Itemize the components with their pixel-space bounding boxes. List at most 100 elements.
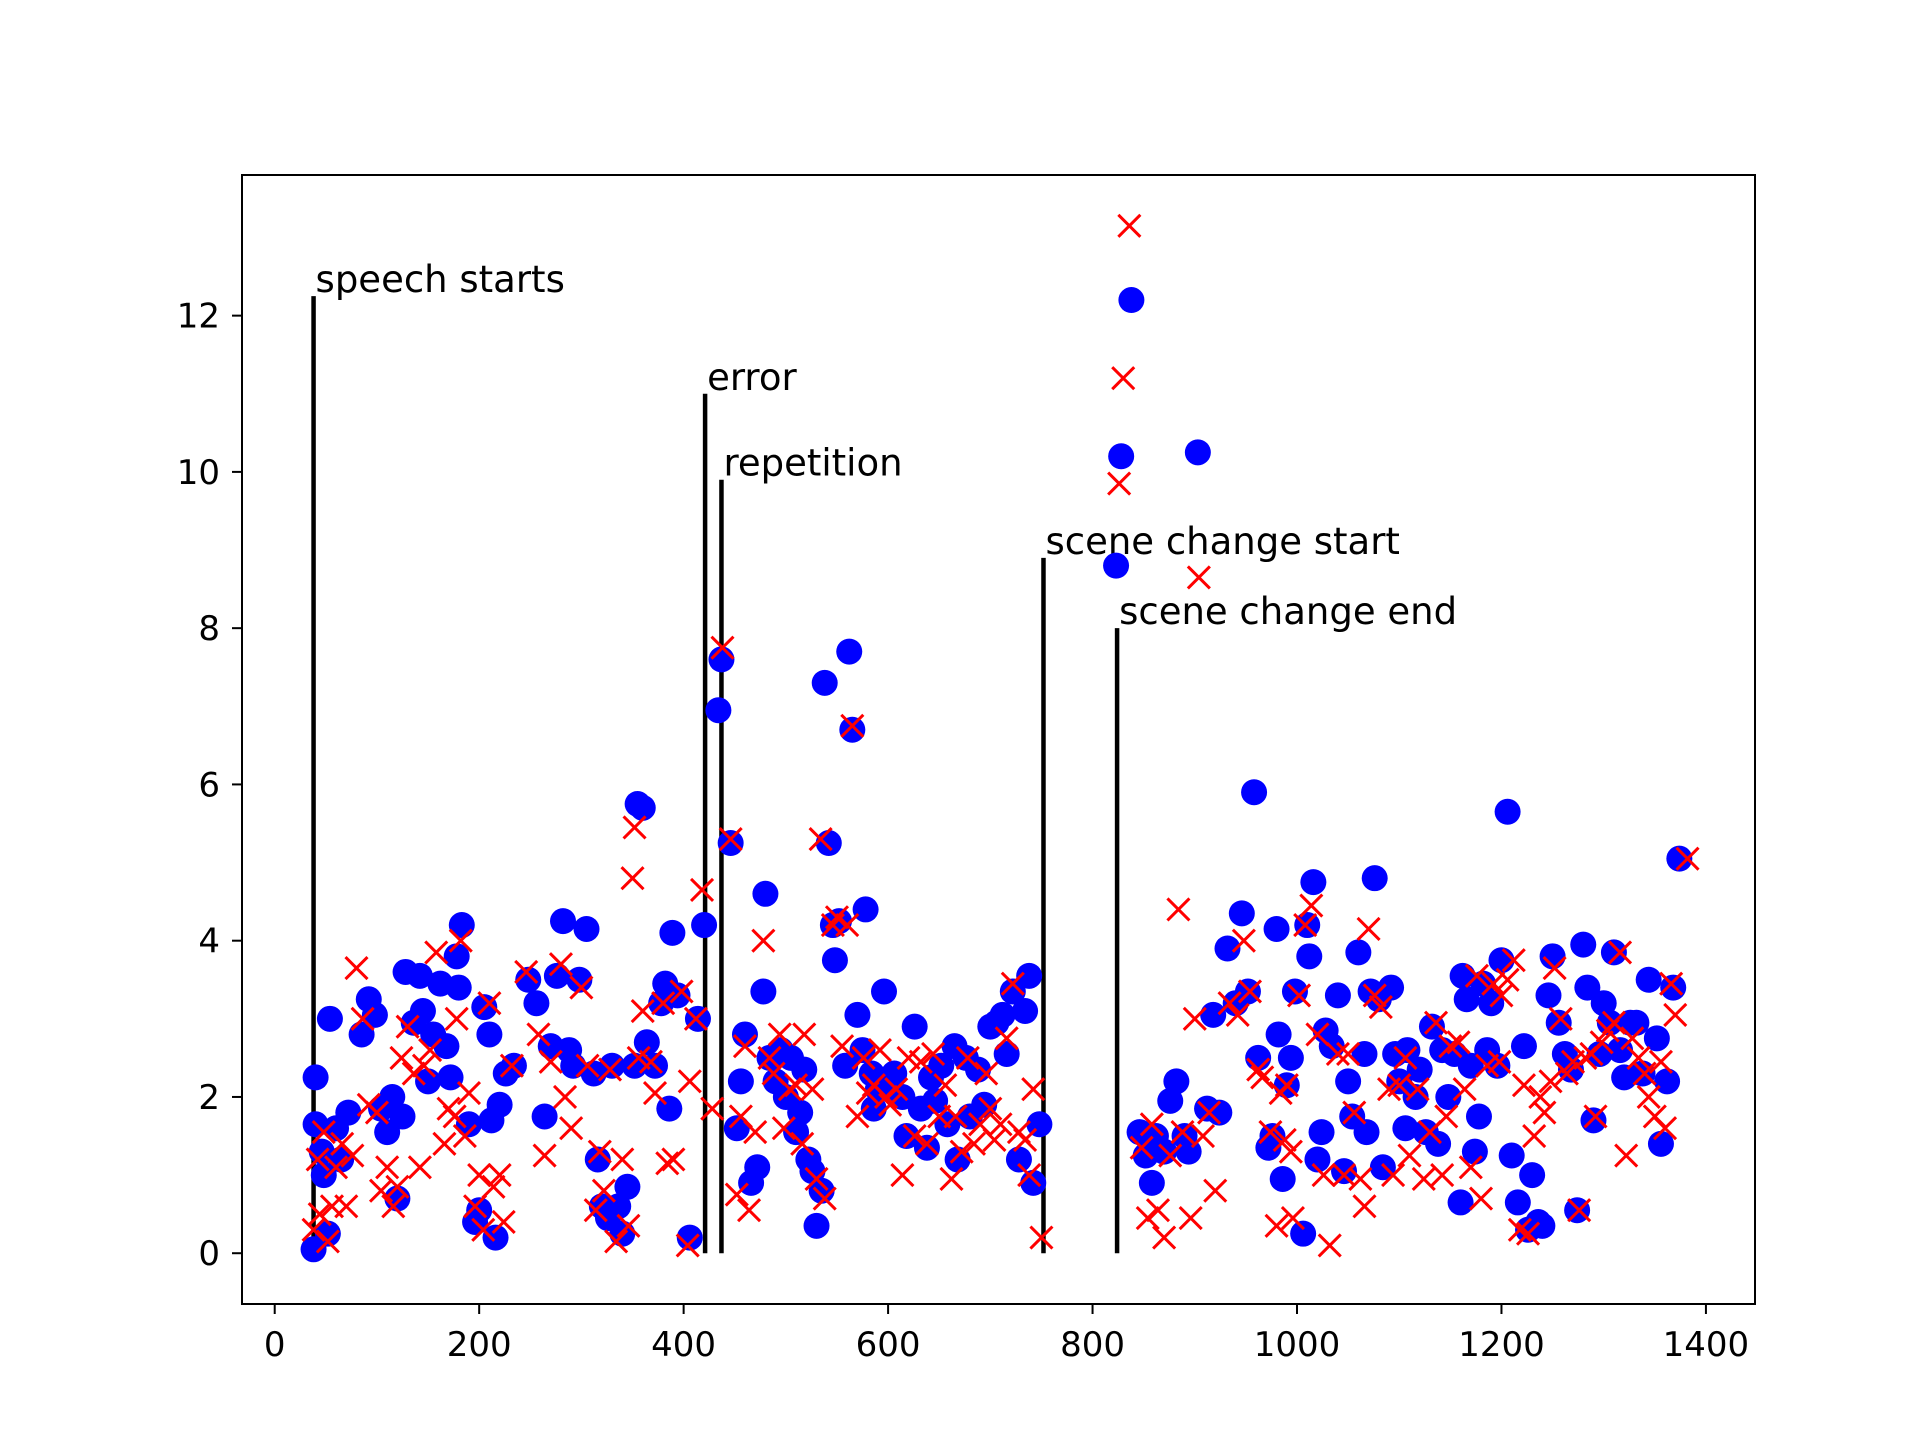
data-point-cross bbox=[1362, 983, 1387, 1008]
data-point-circle bbox=[717, 830, 744, 857]
x-tick-label: 200 bbox=[447, 1325, 512, 1365]
y-axis: 0 2 4 6 8 10 12 bbox=[177, 297, 242, 1274]
data-point-cross bbox=[1182, 1006, 1207, 1031]
data-point-circle bbox=[727, 1068, 754, 1095]
data-point-circle bbox=[1351, 1040, 1378, 1067]
data-point-cross bbox=[1458, 1155, 1483, 1180]
data-point-circle bbox=[1465, 1103, 1492, 1130]
data-point-cross bbox=[389, 1045, 414, 1070]
data-point-cross bbox=[620, 866, 645, 891]
data-point-cross bbox=[467, 1163, 492, 1188]
data-point-cross bbox=[1368, 995, 1393, 1020]
data-point-cross bbox=[1299, 893, 1324, 918]
data-point-circle bbox=[723, 1115, 750, 1142]
data-point-cross bbox=[597, 1057, 623, 1082]
data-point-cross bbox=[902, 1123, 927, 1149]
data-point-cross bbox=[1258, 1120, 1283, 1145]
data-point-cross bbox=[1325, 1041, 1350, 1067]
data-point-circle bbox=[302, 1064, 329, 1091]
data-point-cross bbox=[1528, 1084, 1553, 1110]
data-point-circle bbox=[705, 697, 732, 724]
data-point-circle bbox=[437, 1064, 464, 1091]
data-point-circle bbox=[1570, 931, 1597, 958]
data-point-cross bbox=[943, 1104, 968, 1129]
data-point-circle bbox=[1394, 1037, 1421, 1064]
data-point-circle bbox=[1245, 1044, 1272, 1071]
data-point-circle bbox=[791, 1056, 818, 1083]
data-point-circle bbox=[815, 830, 842, 857]
data-point-cross bbox=[1280, 1205, 1305, 1231]
data-point-cross bbox=[955, 1045, 980, 1070]
data-point-cross bbox=[456, 1080, 482, 1106]
annotation-label: error bbox=[707, 356, 797, 399]
data-point-cross bbox=[385, 1174, 410, 1199]
data-point-circle bbox=[584, 1146, 611, 1173]
data-point-cross bbox=[1438, 1034, 1463, 1059]
data-point-circle bbox=[893, 1123, 920, 1150]
data-point-cross bbox=[1129, 1135, 1154, 1160]
data-point-circle bbox=[1635, 966, 1662, 993]
data-point-cross bbox=[757, 1045, 782, 1070]
data-point-circle bbox=[811, 669, 838, 696]
data-point-cross bbox=[411, 1053, 437, 1078]
data-point-circle bbox=[1012, 998, 1039, 1025]
data-point-cross bbox=[591, 1178, 616, 1203]
data-point-circle bbox=[486, 1091, 513, 1118]
data-point-cross bbox=[444, 1006, 469, 1031]
annotation-label: speech starts bbox=[316, 258, 565, 301]
data-point-circle bbox=[310, 1162, 337, 1189]
data-point-cross bbox=[1352, 1194, 1377, 1219]
data-point-cross bbox=[1542, 955, 1567, 981]
data-point-cross bbox=[873, 1084, 899, 1110]
data-point-cross bbox=[1464, 963, 1490, 988]
data-point-cross bbox=[604, 1229, 629, 1254]
data-point-cross bbox=[1197, 1100, 1222, 1125]
data-point-circle bbox=[515, 966, 542, 993]
data-point-cross bbox=[1663, 1002, 1688, 1027]
data-point-circle bbox=[1596, 1009, 1623, 1036]
data-point-cross bbox=[1286, 983, 1312, 1008]
data-point-cross bbox=[1387, 1073, 1412, 1098]
data-point-circle bbox=[1666, 845, 1693, 872]
data-point-cross bbox=[1029, 1225, 1054, 1250]
data-point-cross bbox=[804, 1166, 829, 1192]
data-point-cross bbox=[1434, 1104, 1459, 1129]
data-point-circle bbox=[844, 1001, 871, 1028]
data-point-cross bbox=[933, 1073, 958, 1098]
data-point-circle bbox=[1654, 1068, 1681, 1095]
data-point-circle bbox=[989, 1001, 1016, 1028]
data-point-cross bbox=[1405, 1077, 1430, 1102]
y-tick-label: 4 bbox=[198, 922, 220, 962]
y-tick-label: 6 bbox=[198, 765, 220, 805]
data-point-cross bbox=[1589, 1030, 1614, 1055]
data-point-circle bbox=[1263, 915, 1290, 942]
data-point-cross bbox=[908, 1049, 933, 1074]
data-point-circle bbox=[1304, 1146, 1331, 1173]
data-point-circle bbox=[629, 794, 656, 821]
data-point-cross bbox=[1626, 1045, 1651, 1070]
data-point-circle bbox=[445, 974, 472, 1001]
data-point-cross bbox=[1013, 1127, 1038, 1152]
data-point-cross bbox=[491, 1209, 516, 1235]
data-point-cross bbox=[350, 1006, 375, 1031]
x-tick-label: 600 bbox=[856, 1325, 921, 1365]
data-point-circle bbox=[1324, 982, 1351, 1009]
data-point-cross bbox=[792, 1022, 817, 1047]
data-point-cross bbox=[1423, 1010, 1449, 1035]
data-point-cross bbox=[323, 1155, 349, 1180]
data-point-circle bbox=[1138, 1169, 1165, 1196]
data-point-cross bbox=[1145, 1198, 1171, 1223]
data-point-cross bbox=[418, 1038, 443, 1063]
data-point-cross bbox=[305, 1147, 330, 1172]
data-point-circle bbox=[1361, 865, 1388, 892]
data-point-cross bbox=[375, 1155, 400, 1180]
data-point-cross bbox=[1501, 948, 1526, 973]
data-point-cross bbox=[642, 1080, 668, 1106]
data-point-cross bbox=[583, 1198, 608, 1223]
data-point-cross bbox=[552, 1084, 578, 1110]
data-point-cross bbox=[477, 991, 502, 1016]
data-point-cross bbox=[1336, 1041, 1361, 1067]
data-point-circle bbox=[1103, 552, 1130, 579]
data-point-circle bbox=[1425, 1130, 1452, 1157]
